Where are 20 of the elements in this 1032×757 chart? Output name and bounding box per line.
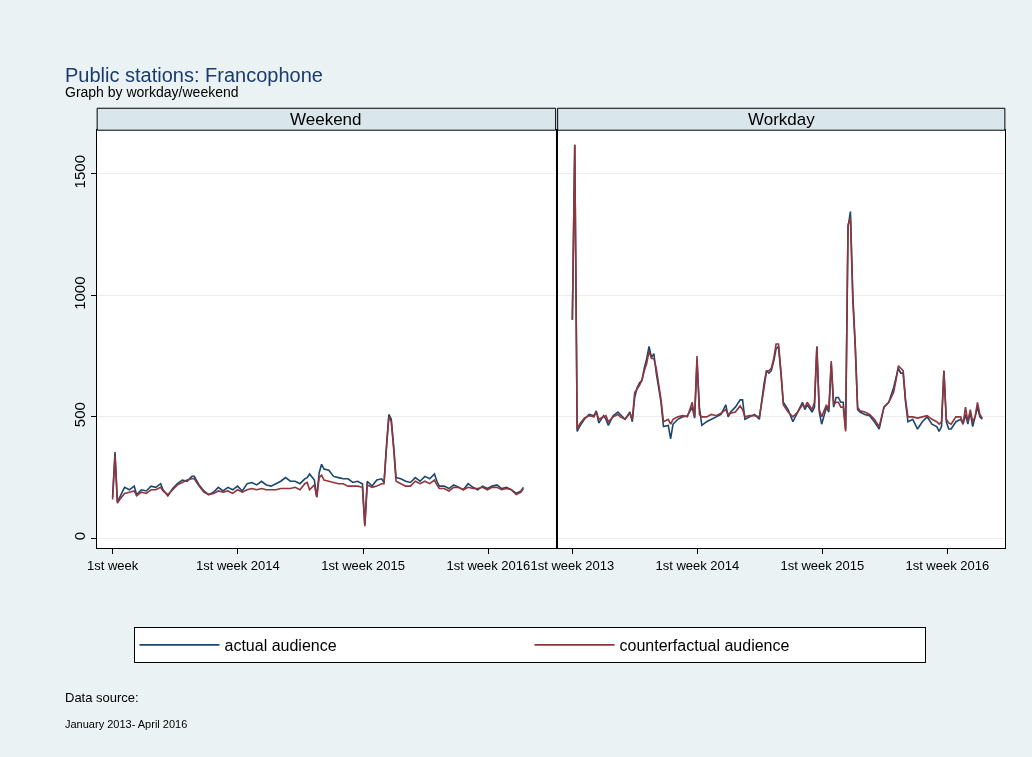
- x-tick-label: 1st week 2016: [446, 557, 531, 573]
- x-tick-label: 1st week 2015: [321, 557, 406, 573]
- x-tick-label: 1st week: [86, 557, 139, 573]
- y-tick-label: 1000: [71, 276, 89, 310]
- text: Graph by workday/weekend: [65, 84, 239, 100]
- x-tick-label: 1st week 2015: [780, 557, 865, 573]
- y-tick-label: 1500: [71, 155, 89, 189]
- legend-label: actual audience: [224, 637, 337, 655]
- source-note: Data source:: [65, 690, 139, 705]
- text: Public stations: Francophone: [65, 64, 323, 86]
- chart-title: Weekend: [290, 110, 362, 129]
- x-tick-label: 1st week 2013: [530, 557, 615, 573]
- chart-title: Workday: [748, 110, 816, 129]
- y-tick-label: 500: [71, 402, 89, 428]
- text: January 2013- April 2016: [65, 718, 188, 730]
- x-tick-label: 1st week 2014: [655, 557, 740, 573]
- x-tick-label: 1st week 2016: [905, 557, 990, 573]
- legend-label: counterfactual audience: [619, 637, 790, 655]
- y-tick-label: 0: [71, 531, 89, 541]
- x-tick-label: 1st week 2014: [195, 557, 280, 573]
